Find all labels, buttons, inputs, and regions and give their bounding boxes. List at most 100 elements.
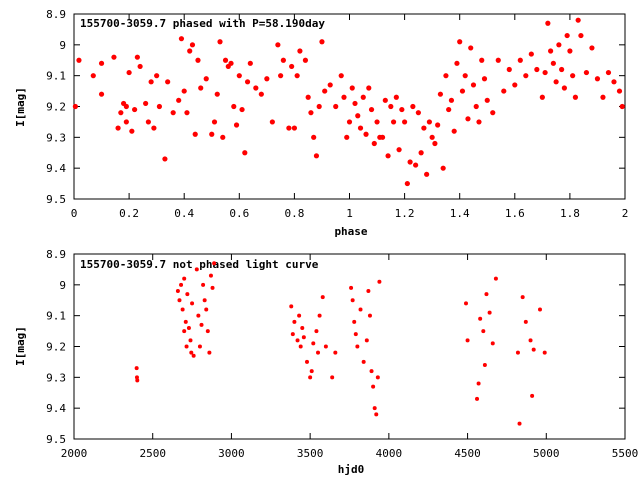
lightcurve-data-point	[476, 381, 481, 386]
phased-data-point	[388, 103, 394, 110]
lightcurve-data-point	[361, 359, 366, 364]
phased-data-point	[484, 97, 490, 103]
phased-data-point	[145, 119, 151, 125]
phased-data-point	[564, 32, 570, 39]
phased-data-point	[286, 125, 292, 131]
lightcurve-plot-title: 155700-3059.7 not phased light curve	[80, 258, 319, 271]
lightcurve-data-point	[175, 289, 180, 293]
lightcurve-data-point	[297, 313, 302, 318]
lightcurve-data-point	[482, 363, 487, 367]
lightcurve-data-point	[317, 313, 322, 318]
phased-data-point	[413, 162, 419, 168]
lightcurve-data-point	[493, 276, 498, 281]
phased-data-point	[432, 140, 438, 147]
phased-data-point	[90, 73, 96, 79]
phased-data-point	[517, 57, 523, 63]
lightcurve-data-point	[134, 375, 139, 380]
phased-data-point	[402, 119, 408, 125]
lightcurve-data-point	[199, 322, 204, 327]
phased-data-point	[181, 88, 187, 94]
phased-data-point	[572, 94, 579, 100]
phased-data-point	[429, 134, 435, 140]
lightcurve-data-point	[515, 350, 520, 355]
phased-ylabel: I[mag]	[14, 87, 27, 127]
lightcurve-ytick-label: 9.1	[46, 310, 66, 323]
phased-xtick-label: 0.4	[174, 207, 194, 220]
lightcurve-data-point	[301, 335, 306, 340]
phased-data-point	[426, 119, 432, 125]
lightcurve-data-point	[180, 307, 185, 312]
phased-data-point	[344, 134, 350, 140]
phased-data-point	[611, 79, 617, 85]
lightcurve-data-point	[201, 282, 206, 287]
phased-plot-frame	[73, 13, 626, 200]
phased-xtick-label: 1.4	[450, 207, 470, 220]
phased-data-point	[278, 73, 284, 79]
phased-ytick-label: 9.4	[46, 162, 66, 175]
phased-data-point	[583, 69, 590, 76]
phased-data-point	[506, 66, 512, 73]
lightcurve-data-point	[465, 338, 470, 343]
lightcurve-data-point	[183, 319, 188, 324]
phased-data-point	[440, 165, 446, 171]
phased-ytick-label: 9.3	[46, 131, 66, 144]
phased-data-point	[346, 119, 353, 125]
lightcurve-ytick-label: 9.2	[46, 341, 66, 354]
phased-data-point	[231, 103, 237, 110]
phased-data-point	[600, 94, 606, 100]
lightcurve-xtick-label: 2500	[139, 447, 166, 460]
phased-data-point	[548, 48, 554, 54]
phased-data-point	[616, 88, 623, 94]
phased-data-point	[501, 88, 507, 94]
phased-data-point	[465, 116, 471, 122]
phased-data-point	[280, 57, 286, 63]
phased-ticks: 0 0.2 0.4 0.6 0.8 1 1.2 1.4 1.6 1.8 2 8.9 9 9.1 9.2 9.3…	[46, 8, 628, 220]
phased-data-point	[294, 73, 300, 79]
phased-data-point	[382, 97, 388, 103]
lightcurve-xtick-label: 5000	[533, 447, 560, 460]
lightcurve-data-point	[309, 369, 314, 374]
phased-data-point	[222, 57, 229, 63]
phased-data-point	[559, 66, 565, 73]
phased-data-point	[316, 103, 322, 110]
phased-data-point	[385, 153, 391, 159]
phased-data-point	[561, 85, 567, 91]
lightcurve-ytick-label: 9	[59, 279, 66, 292]
phased-data-point	[366, 85, 372, 91]
lightcurve-ytick-label: 8.9	[46, 248, 66, 261]
phased-data-point	[528, 51, 534, 57]
phased-data-point	[539, 94, 545, 100]
phased-data-point	[118, 110, 124, 116]
phased-data-point	[393, 94, 399, 100]
phased-xlabel: phase	[334, 225, 367, 238]
phased-data-point	[479, 57, 485, 63]
phased-xtick-label: 0.8	[284, 207, 304, 220]
lightcurve-data-point	[349, 285, 354, 290]
lightcurve-data-point	[295, 338, 300, 343]
phased-data-point	[355, 113, 361, 119]
lightcurve-data-point	[208, 273, 213, 278]
phased-data-point	[98, 91, 105, 97]
lightcurve-data-point	[134, 366, 139, 371]
lightcurve-ytick-label: 9.4	[46, 402, 66, 415]
phased-data-point	[578, 32, 584, 39]
phased-data-point	[258, 91, 264, 97]
lightcurve-data-point	[182, 329, 187, 334]
phased-data-point	[239, 106, 245, 113]
phased-data-point	[360, 94, 366, 100]
lightcurve-data-point	[531, 347, 536, 352]
phased-data-point	[512, 82, 518, 88]
lightcurve-data-point	[184, 344, 189, 349]
phased-data-point	[162, 156, 168, 162]
phased-data-point	[192, 131, 198, 137]
phased-data-point	[473, 103, 479, 110]
phased-data-point	[115, 125, 121, 131]
phased-data-point	[313, 153, 320, 159]
phased-data-point	[363, 131, 369, 137]
lightcurve-data-point	[182, 276, 187, 281]
phased-data-point	[476, 119, 482, 125]
lightcurve-data-point	[191, 353, 196, 358]
phased-data-point	[468, 45, 474, 51]
lightcurve-data-point	[369, 369, 374, 374]
phased-data-point	[594, 76, 601, 82]
